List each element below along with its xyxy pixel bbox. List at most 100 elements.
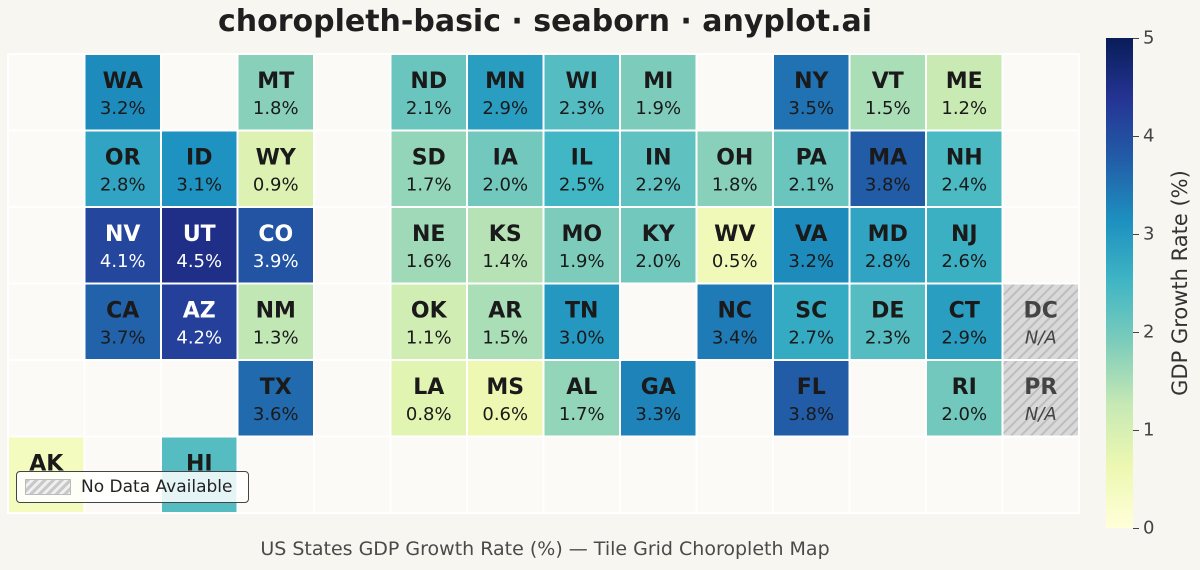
state-tile-az: AZ 4.2% (160, 282, 239, 361)
tile-fill (83, 282, 162, 361)
tile-fill (619, 206, 698, 285)
tile-value-label: 1.8% (712, 175, 758, 196)
tile-value-label: 2.6% (941, 251, 987, 272)
state-tile-ut: UT 4.5% (160, 206, 239, 285)
state-tile-pr: PR N/A (1001, 359, 1080, 438)
colorbar-tick-label: 5 (1143, 27, 1155, 49)
state-tile-al: AL 1.7% (542, 359, 621, 438)
tile-state-label: NH (946, 146, 983, 171)
tile-value-label: 0.8% (406, 404, 452, 425)
grid-cell (7, 206, 86, 285)
tile-state-label: AL (566, 375, 597, 400)
grid-cell (1001, 53, 1080, 132)
tile-fill (925, 359, 1004, 438)
tile-value-label: 0.6% (482, 404, 528, 425)
grid-cell (7, 53, 86, 132)
tile-fill (772, 359, 851, 438)
tile-value-label: 1.3% (253, 328, 299, 349)
tile-state-label: DE (871, 299, 904, 324)
tile-fill (848, 129, 927, 208)
tile-state-label: WY (256, 146, 297, 171)
tile-fill (236, 359, 315, 438)
tile-fill (83, 53, 162, 132)
grid-cell (389, 435, 468, 514)
tile-state-label: GA (641, 375, 676, 400)
tile-state-label: SD (412, 146, 446, 171)
state-tile-mi: MI 1.9% (619, 53, 698, 132)
tile-fill (619, 359, 698, 438)
tile-fill (236, 282, 315, 361)
tile-value-label: N/A (1025, 404, 1057, 425)
tile-fill (236, 53, 315, 132)
tile-value-label: 2.9% (941, 328, 987, 349)
state-tile-fl: FL 3.8% (772, 359, 851, 438)
tile-value-label: 3.7% (100, 328, 146, 349)
tile-grid-map: WA 3.2% MT 1.8% ND 2.1% MN 2.9% WI 2.3% MI 1.9% NY 3.… (7, 53, 1080, 514)
tile-fill (848, 53, 927, 132)
colorbar (1106, 38, 1133, 528)
grid-cell (1001, 206, 1080, 285)
grid-cell (848, 359, 927, 438)
grid-cell (619, 282, 698, 361)
tile-state-label: IN (645, 146, 672, 171)
tile-value-label: 2.8% (865, 251, 911, 272)
tile-fill (542, 53, 621, 132)
tile-state-label: DC (1024, 299, 1058, 324)
grid-cell (1001, 435, 1080, 514)
grid-cell (236, 435, 315, 514)
tile-value-label: 4.5% (176, 251, 222, 272)
colorbar-tick (1133, 136, 1139, 137)
tile-state-label: ND (410, 69, 447, 94)
state-tile-co: CO 3.9% (236, 206, 315, 285)
tile-fill (466, 282, 545, 361)
tile-value-label: 1.5% (865, 98, 911, 119)
tile-state-label: VA (795, 222, 828, 247)
tile-value-label: N/A (1025, 328, 1057, 349)
tile-state-label: NJ (951, 222, 978, 247)
grid-cell (1001, 129, 1080, 208)
tile-fill (1001, 359, 1080, 438)
state-tile-ar: AR 1.5% (466, 282, 545, 361)
grid-cell (313, 435, 392, 514)
tile-state-label: NY (794, 69, 829, 94)
colorbar-tick (1133, 528, 1139, 529)
tile-value-label: 2.9% (482, 98, 528, 119)
grid-cell (542, 435, 621, 514)
tile-value-label: 2.1% (788, 175, 834, 196)
tile-state-label: MN (485, 69, 525, 94)
state-tile-nj: NJ 2.6% (925, 206, 1004, 285)
tile-fill (772, 129, 851, 208)
grid-cell (466, 435, 545, 514)
tile-value-label: 1.9% (559, 251, 605, 272)
grid-cell (619, 435, 698, 514)
grid-cell (925, 435, 1004, 514)
tile-state-label: OR (105, 146, 141, 171)
tile-state-label: OH (716, 146, 753, 171)
tile-fill (542, 282, 621, 361)
tile-value-label: 2.3% (559, 98, 605, 119)
tile-state-label: VT (872, 69, 904, 94)
tile-value-label: 1.7% (406, 175, 452, 196)
tile-fill (466, 53, 545, 132)
grid-cell (83, 359, 162, 438)
tile-fill (466, 206, 545, 285)
tile-value-label: 1.6% (406, 251, 452, 272)
tile-value-label: 2.0% (482, 175, 528, 196)
tile-state-label: PR (1024, 375, 1057, 400)
state-tile-dc: DC N/A (1001, 282, 1080, 361)
state-tile-ma: MA 3.8% (848, 129, 927, 208)
tile-value-label: 0.9% (253, 175, 299, 196)
tile-fill (542, 206, 621, 285)
state-tile-nv: NV 4.1% (83, 206, 162, 285)
state-tile-ny: NY 3.5% (772, 53, 851, 132)
tile-fill (389, 206, 468, 285)
tile-state-label: AZ (183, 299, 216, 324)
tile-value-label: 1.4% (482, 251, 528, 272)
tile-state-label: IL (571, 146, 593, 171)
grid-cell (848, 435, 927, 514)
no-data-hatch-swatch (25, 479, 71, 495)
grid-cell (695, 359, 774, 438)
tile-value-label: 2.7% (788, 328, 834, 349)
tile-value-label: 4.2% (176, 328, 222, 349)
tile-state-label: NM (256, 299, 296, 324)
